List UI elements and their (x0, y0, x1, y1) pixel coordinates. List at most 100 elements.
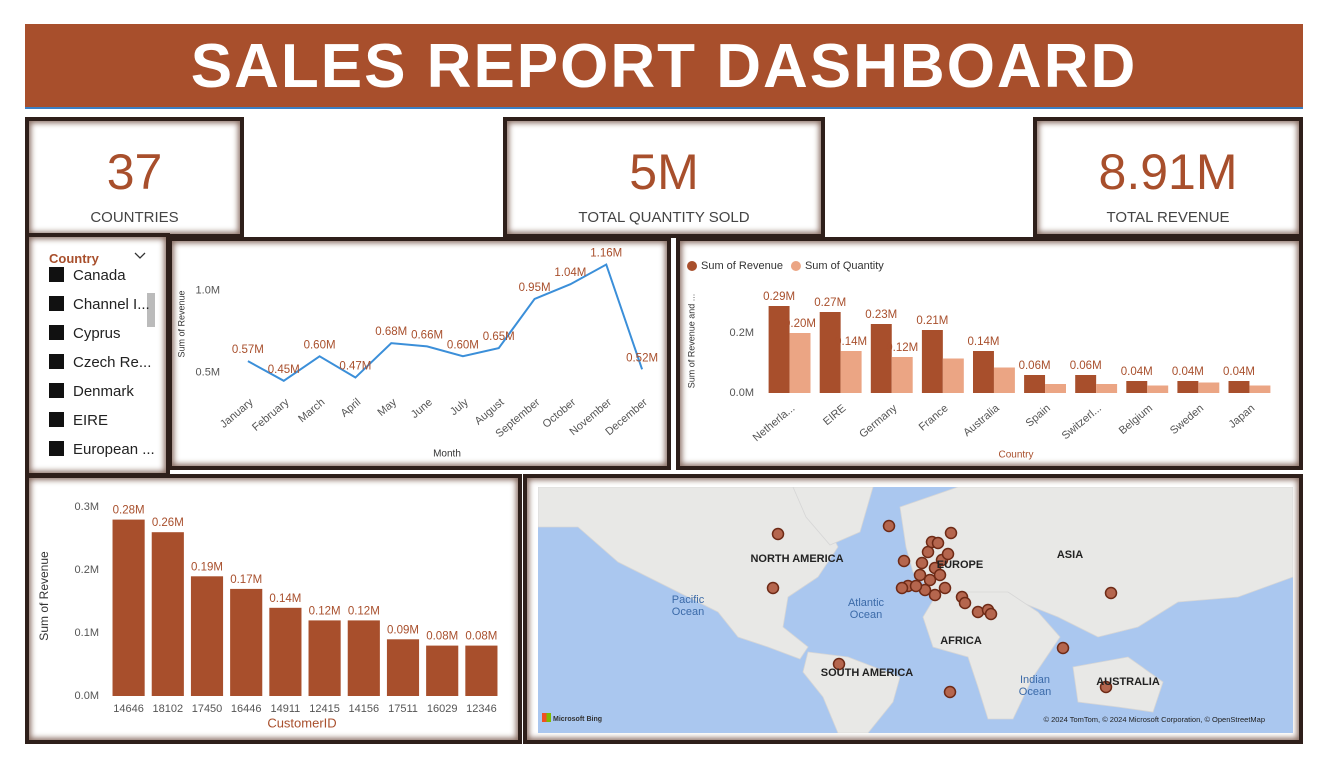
y-tick-label: 1.0M (196, 285, 220, 297)
map-point[interactable] (771, 527, 785, 541)
map-point[interactable] (913, 568, 927, 582)
map-point[interactable] (958, 596, 972, 610)
slicer-item[interactable]: Canada (49, 267, 126, 284)
slicer-item[interactable]: EIRE (49, 412, 108, 429)
map-label: EUROPE (936, 559, 984, 571)
map-label: AFRICA (940, 635, 982, 647)
bar (230, 588, 263, 696)
bar (942, 358, 964, 393)
map-point[interactable] (909, 579, 923, 593)
map-point[interactable] (933, 568, 947, 582)
map-point[interactable] (1104, 586, 1118, 600)
bar (1147, 385, 1169, 393)
data-label: 0.06M (1070, 360, 1102, 372)
map-point[interactable] (1056, 641, 1070, 655)
data-label: 0.08M (465, 631, 497, 643)
line (247, 263, 644, 382)
land (792, 487, 874, 546)
data-label: 0.52M (626, 352, 658, 364)
header: SALES REPORT DASHBOARD (25, 24, 1303, 109)
data-label: 0.27M (814, 297, 846, 309)
y-axis-label: Sum of Revenue (176, 290, 186, 357)
x-tick-label: Japan (1227, 402, 1258, 430)
data-label: 0.04M (1172, 366, 1204, 378)
x-tick-label: March (296, 396, 327, 425)
data-label: 0.66M (411, 329, 443, 341)
bar (1096, 384, 1118, 393)
map-attribution[interactable]: © 2024 TomTom, © 2024 Microsoft Corporat… (1043, 715, 1265, 724)
y-tick-label: 0.2M (75, 564, 99, 576)
map-point[interactable] (971, 605, 985, 619)
map-point[interactable] (923, 573, 937, 587)
map-point[interactable] (944, 526, 958, 540)
x-tick-label: 17450 (192, 703, 223, 715)
map-point[interactable] (984, 607, 998, 621)
map-point[interactable] (897, 554, 911, 568)
ocean-label: Indian Ocean (1018, 674, 1052, 698)
data-label: 0.23M (865, 309, 897, 321)
map-point[interactable] (931, 536, 945, 550)
y-tick-label: 0.1M (75, 627, 99, 639)
data-label: 0.12M (309, 605, 341, 617)
customer-chart-card: 0.0M 0.1M 0.2M 0.3M 14646 18102 17450 16446 1491… (25, 474, 522, 744)
y-tick-label: 0.5M (196, 367, 220, 379)
map-point[interactable] (943, 685, 957, 699)
x-tick-label: EIRE (821, 402, 848, 428)
x-tick-label: July (448, 396, 471, 418)
slicer-item[interactable]: Cyprus (49, 325, 121, 342)
data-label: 0.12M (348, 605, 380, 617)
data-label: 0.17M (230, 574, 262, 586)
map-label: NORTH AMERICA (750, 553, 844, 565)
x-tick-label: 14156 (349, 703, 380, 715)
slicer-item[interactable]: European ... (49, 441, 155, 458)
kpi-value: 37 (106, 144, 163, 200)
data-label: 0.57M (232, 344, 264, 356)
bar (1228, 381, 1250, 393)
data-label: 0.28M (113, 505, 145, 517)
x-tick-label: 14646 (113, 703, 144, 715)
legend-marker (790, 261, 801, 271)
map-point[interactable] (915, 556, 929, 570)
slicer-item[interactable]: Czech Re... (49, 354, 151, 371)
chevron[interactable] (133, 251, 147, 261)
land (802, 651, 901, 733)
map-point[interactable] (928, 588, 942, 602)
bar (1024, 375, 1046, 393)
map-point[interactable] (882, 519, 896, 533)
kpi-label: TOTAL QUANTITY SOLD (578, 209, 750, 226)
bar (426, 645, 459, 696)
bar (789, 333, 811, 393)
x-axis-label: CustomerID (267, 715, 336, 730)
bar (972, 351, 994, 393)
bar (1045, 384, 1067, 393)
x-tick-label: February (250, 396, 292, 434)
kpi-card: 5M TOTAL QUANTITY SOLD (503, 117, 825, 238)
map-point[interactable] (766, 581, 780, 595)
data-label: 0.04M (1121, 366, 1153, 378)
bar (190, 576, 224, 696)
kpi-value: 8.91M (1098, 144, 1238, 200)
country-slicer: Country Canada Channel I... Cyprus Czech Re… (25, 233, 170, 477)
data-label: 0.65M (483, 331, 515, 343)
data-label: 0.26M (152, 517, 184, 529)
map-point[interactable] (895, 581, 909, 595)
legend-label: Sum of Quantity (805, 260, 884, 272)
map-label: AUSTRALIA (1096, 676, 1160, 688)
data-label: 0.95M (519, 282, 551, 294)
map[interactable]: NORTH AMERICA EUROPE ASIA Pacific Ocean … (538, 487, 1293, 733)
customer-bar-chart: 0.0M 0.1M 0.2M 0.3M 14646 18102 17450 16446 1491… (37, 501, 498, 730)
map-point[interactable] (1099, 680, 1113, 694)
slicer-item[interactable]: Denmark (49, 383, 134, 400)
y-tick-label: 0.0M (730, 387, 754, 399)
data-label: 0.21M (916, 315, 948, 327)
slicer-item[interactable]: Channel I... (49, 296, 150, 313)
scrollbar[interactable] (147, 293, 155, 327)
data-label: 0.12M (886, 342, 918, 354)
map-point[interactable] (832, 657, 846, 671)
data-label: 0.04M (1223, 366, 1255, 378)
map-point[interactable] (941, 547, 955, 561)
map-point[interactable] (938, 581, 952, 595)
data-label: 1.16M (590, 248, 622, 260)
data-label: 0.20M (784, 318, 816, 330)
